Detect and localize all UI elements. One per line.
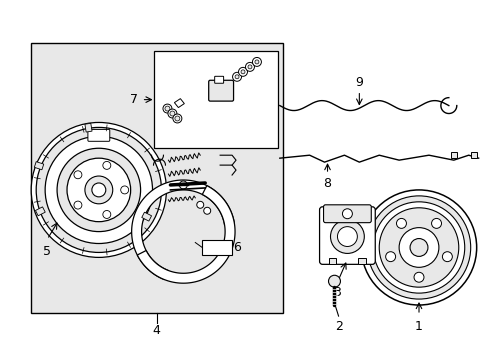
Bar [31, 43, 282, 313]
Circle shape [57, 148, 141, 231]
Circle shape [102, 161, 111, 169]
FancyBboxPatch shape [319, 207, 374, 264]
Circle shape [328, 275, 340, 287]
Circle shape [366, 196, 470, 299]
Circle shape [241, 70, 244, 74]
Circle shape [203, 207, 210, 214]
Circle shape [175, 116, 180, 121]
Circle shape [163, 104, 172, 113]
FancyBboxPatch shape [323, 205, 370, 223]
Text: 7: 7 [129, 93, 137, 106]
Circle shape [121, 186, 128, 194]
Text: 4: 4 [152, 324, 160, 337]
Circle shape [36, 127, 161, 252]
Bar [358, 258, 366, 264]
Circle shape [337, 227, 357, 247]
FancyBboxPatch shape [208, 80, 233, 101]
Circle shape [31, 122, 166, 257]
Bar [153, 51, 277, 148]
Circle shape [252, 58, 261, 66]
Circle shape [235, 75, 239, 79]
Circle shape [173, 114, 182, 123]
Circle shape [196, 201, 203, 208]
Text: 3: 3 [333, 285, 341, 299]
Circle shape [232, 72, 241, 81]
Circle shape [398, 228, 438, 267]
Circle shape [413, 272, 423, 282]
Circle shape [379, 208, 458, 287]
Circle shape [431, 219, 441, 228]
Bar [202, 239, 232, 255]
Bar [142, 212, 151, 221]
Circle shape [169, 111, 175, 116]
Bar [328, 258, 336, 264]
Text: 9: 9 [355, 76, 363, 89]
Circle shape [92, 183, 105, 197]
Circle shape [342, 209, 352, 219]
Text: 6: 6 [233, 241, 241, 254]
Polygon shape [174, 99, 184, 108]
FancyBboxPatch shape [214, 76, 223, 83]
Circle shape [167, 109, 177, 118]
Text: 8: 8 [323, 177, 331, 190]
Polygon shape [131, 180, 234, 280]
Text: 5: 5 [43, 245, 51, 258]
Circle shape [254, 60, 258, 64]
Circle shape [245, 62, 254, 71]
Circle shape [74, 171, 81, 179]
Circle shape [85, 176, 113, 204]
Text: 1: 1 [414, 320, 422, 333]
Circle shape [179, 181, 187, 189]
Circle shape [396, 219, 406, 228]
Bar [470, 152, 476, 158]
Circle shape [238, 67, 247, 76]
Bar [450, 152, 456, 158]
Circle shape [247, 65, 251, 69]
Polygon shape [137, 186, 235, 283]
Circle shape [164, 106, 169, 111]
Circle shape [67, 158, 130, 222]
Text: 2: 2 [335, 320, 343, 333]
Circle shape [385, 252, 395, 262]
Bar [34, 162, 43, 170]
Circle shape [372, 202, 464, 293]
Bar [85, 123, 92, 132]
Bar [35, 207, 45, 216]
Circle shape [361, 190, 476, 305]
Circle shape [330, 220, 364, 253]
Circle shape [74, 201, 81, 209]
Circle shape [409, 239, 427, 256]
Circle shape [102, 211, 111, 219]
Circle shape [442, 252, 451, 262]
Circle shape [45, 136, 152, 243]
FancyBboxPatch shape [88, 129, 109, 141]
